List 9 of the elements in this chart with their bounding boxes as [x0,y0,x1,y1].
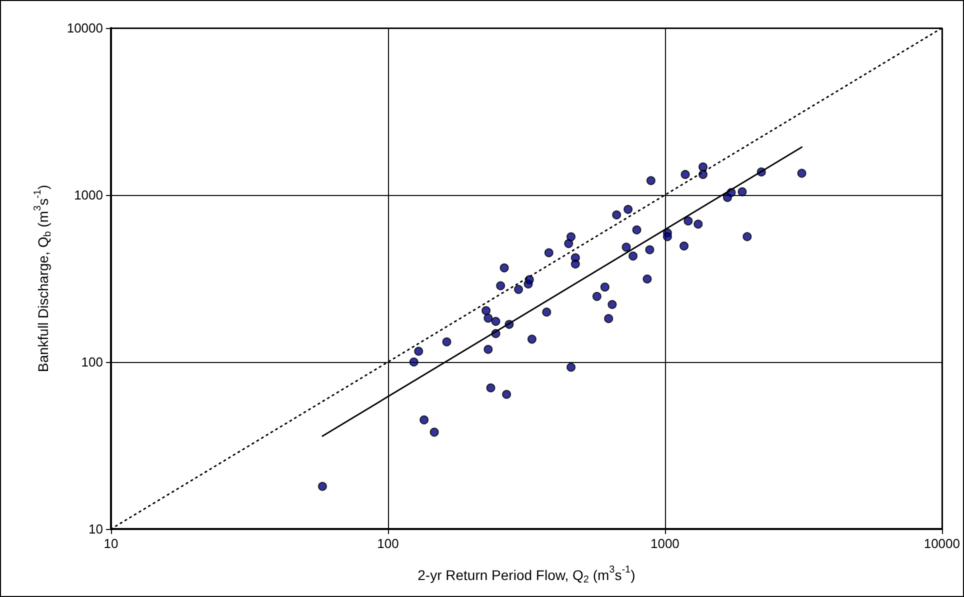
y-tick-label: 10 [88,522,103,536]
y-tick-label: 100 [81,354,103,370]
x-tick-label: 100 [377,536,399,551]
x-tick-label: 10000 [924,536,960,551]
x-tick-label: 1000 [650,536,680,551]
y-axis-title: Bankfull Discharge, Qb (m3s-1) [32,184,54,372]
y-tick-label: 10000 [66,20,103,36]
y-tick-label: 1000 [74,188,103,202]
x-tick-label: 10 [104,536,118,551]
